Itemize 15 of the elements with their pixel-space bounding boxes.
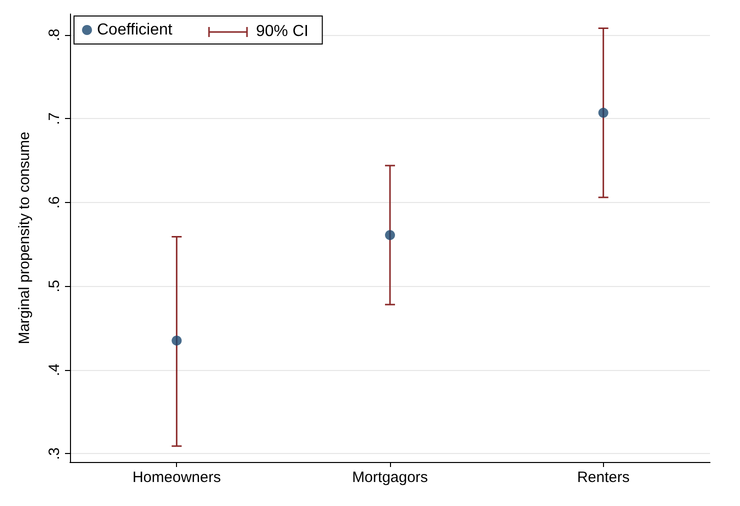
x-tick-label: Renters: [577, 469, 630, 486]
y-tick-label: .4: [46, 364, 63, 376]
annotation: 90% CI: [256, 23, 308, 41]
point: [385, 230, 395, 240]
point: [598, 108, 608, 118]
y-tick-label: .7: [46, 112, 63, 125]
legend-label: Coefficient: [97, 22, 173, 38]
y-tick-label: .8: [46, 28, 63, 42]
y-tick-label: .5: [46, 280, 63, 292]
point: [172, 336, 182, 346]
y-tick-label: .3: [46, 447, 63, 460]
y-axis-title: Marginal propensity to consume: [16, 132, 33, 344]
y-tick-label: .6: [46, 196, 63, 209]
x-tick-label: Mortgagors: [352, 469, 428, 486]
x-tick-label: Homeowners: [132, 469, 221, 486]
